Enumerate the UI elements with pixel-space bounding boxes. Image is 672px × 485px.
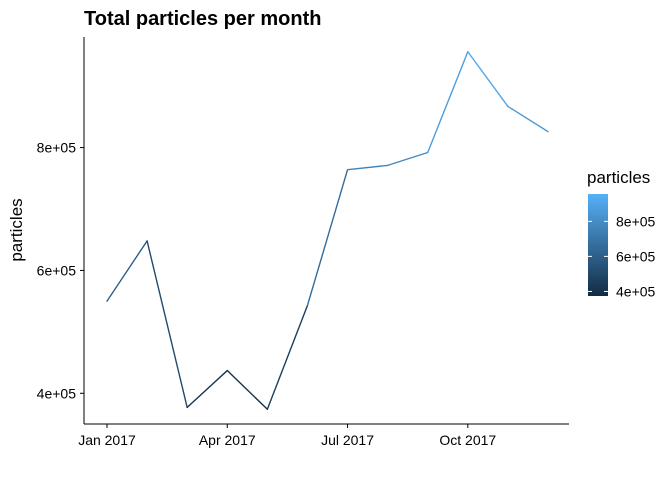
series-line-segment	[106, 240, 148, 302]
legend-tick-label: 8e+05	[616, 213, 656, 229]
series-line-segment	[306, 168, 349, 307]
series-line-segment	[346, 164, 389, 171]
series-line-segment	[386, 151, 429, 167]
y-ticks: 4e+05 6e+05 8e+05	[37, 140, 84, 401]
legend-tick-label: 4e+05	[616, 283, 656, 299]
y-axis-title: particles	[7, 198, 26, 261]
legend: particles 8e+05 6e+05 4e+05	[587, 168, 656, 299]
y-tick-label: 8e+05	[37, 140, 77, 156]
chart-title: Total particles per month	[84, 8, 321, 30]
legend-tick-label: 6e+05	[616, 248, 656, 264]
legend-color-bar	[588, 194, 608, 296]
legend-title: particles	[587, 168, 650, 187]
x-tick-label: Oct 2017	[439, 432, 496, 448]
x-tick-label: Jan 2017	[78, 432, 136, 448]
series-line-segment	[427, 51, 469, 154]
x-tick-label: Apr 2017	[199, 432, 256, 448]
series-line-segment	[467, 51, 509, 108]
x-tick-label: Jul 2017	[321, 432, 374, 448]
series-line-segment	[146, 240, 188, 409]
series-line-segment	[226, 369, 269, 410]
y-tick-label: 6e+05	[37, 262, 77, 278]
legend-ticks: 8e+05 6e+05 4e+05	[588, 213, 656, 299]
series-line-segment	[507, 105, 549, 133]
series-line-segment	[266, 304, 309, 410]
series-lines	[106, 51, 549, 410]
x-ticks: Jan 2017 Apr 2017 Jul 2017 Oct 2017	[78, 424, 496, 448]
y-tick-label: 4e+05	[37, 385, 77, 401]
series-line-segment	[186, 369, 228, 409]
